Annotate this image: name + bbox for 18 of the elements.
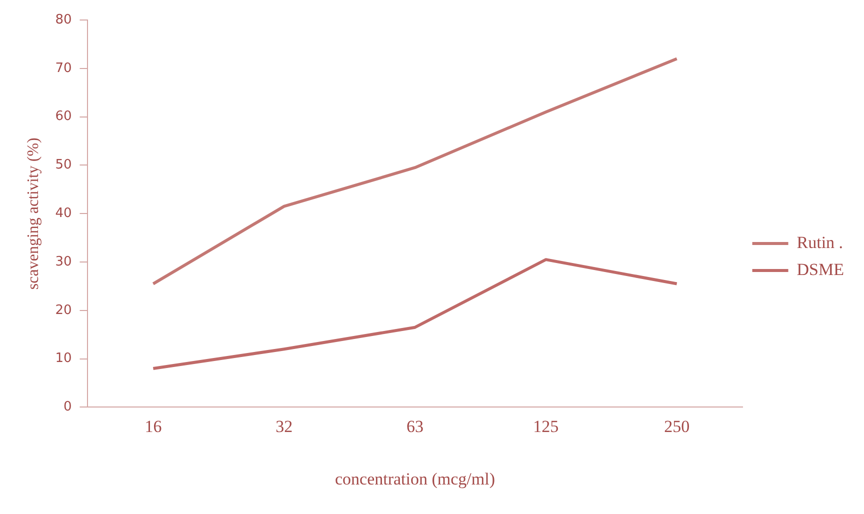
x-tick-label: 32 <box>276 416 293 436</box>
y-tick-label: 30 <box>55 254 72 270</box>
y-tick-label: 40 <box>55 206 72 221</box>
x-axis-title: concentration (mcg/ml) <box>334 469 496 488</box>
y-tick-label: 10 <box>55 351 72 366</box>
y-tick-label: 0 <box>63 400 72 415</box>
y-tick-label: 60 <box>55 109 72 124</box>
y-tick-label: 70 <box>55 60 72 76</box>
x-tick-label: 125 <box>533 416 559 436</box>
x-tick-label: 16 <box>144 416 162 436</box>
y-axis-title: scavenging activity (%) <box>24 138 42 290</box>
legend-label: DSME <box>796 260 844 279</box>
x-tick-label: 63 <box>406 416 424 436</box>
y-tick-label: 80 <box>55 12 72 28</box>
legend-label: Rutin . <box>796 232 844 252</box>
y-tick-label: 50 <box>55 158 72 173</box>
x-tick-label: 250 <box>664 416 690 436</box>
y-tick-label: 20 <box>55 302 72 318</box>
